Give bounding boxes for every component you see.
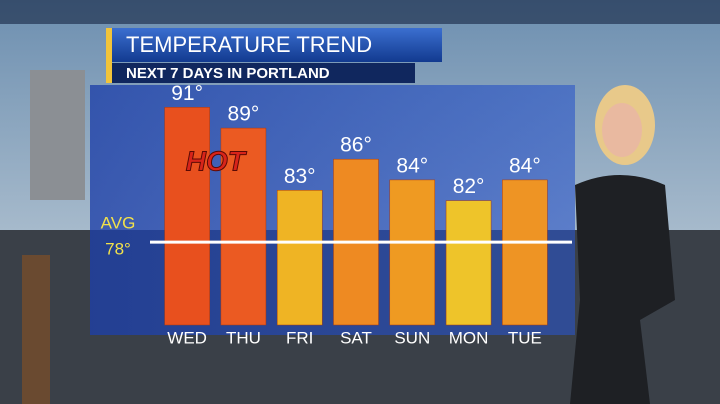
piling	[22, 255, 50, 404]
top-shade	[0, 0, 720, 24]
chart-title: TEMPERATURE TREND	[126, 32, 372, 57]
accent-strip	[106, 28, 112, 83]
reference-value-label: 78°	[105, 240, 131, 259]
plot: 91° WED 89° THU 83° FRI 86° SAT 84° SUN 82° MON 84° T…	[101, 82, 572, 347]
face	[602, 103, 642, 157]
building	[30, 70, 85, 200]
value-label: 84°	[396, 154, 428, 177]
bar	[445, 200, 492, 326]
x-tick-label: FRI	[286, 328, 313, 347]
annotation: HOT	[186, 145, 248, 176]
bar	[389, 179, 436, 326]
value-label: 84°	[509, 154, 541, 177]
reference-label: AVG	[101, 214, 136, 233]
bar	[276, 190, 323, 326]
bar	[502, 179, 548, 326]
bar	[164, 107, 210, 326]
value-label: 86°	[340, 134, 372, 157]
value-label: 91°	[171, 82, 203, 105]
bar	[220, 127, 267, 326]
x-tick-label: WED	[167, 328, 207, 347]
value-label: 89°	[228, 103, 260, 126]
x-tick-label: SAT	[340, 328, 372, 347]
presenter	[570, 85, 675, 404]
value-label: 82°	[453, 175, 485, 198]
x-tick-label: TUE	[508, 328, 542, 347]
dress	[570, 175, 675, 404]
x-tick-label: THU	[226, 328, 261, 347]
subtitle-bar	[112, 63, 415, 83]
value-label: 83°	[284, 165, 316, 188]
x-tick-label: SUN	[394, 328, 430, 347]
title-bar	[112, 28, 442, 62]
x-tick-label: MON	[449, 328, 489, 347]
chart-subtitle: NEXT 7 DAYS IN PORTLAND	[126, 65, 330, 82]
